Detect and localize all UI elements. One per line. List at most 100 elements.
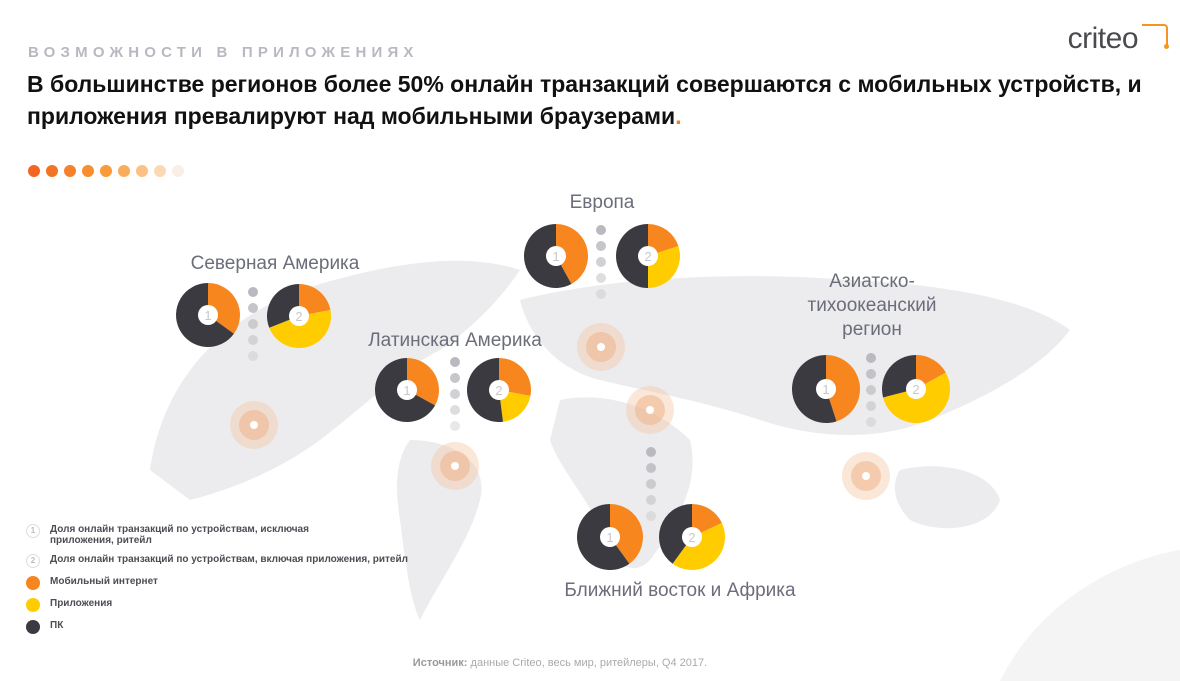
connector-dot	[248, 319, 258, 329]
legend-label: Приложения	[50, 598, 113, 609]
map-north-america	[150, 260, 520, 500]
pie-number-label: 2	[688, 530, 695, 545]
dot-icon	[118, 165, 130, 177]
pie-center	[397, 380, 417, 400]
legend-label: Доля онлайн транзакций по устройствам, в…	[50, 554, 408, 565]
source-note: Источник: данные Criteo, весь мир, ритей…	[0, 657, 1120, 669]
connector-dot	[248, 351, 258, 361]
location-dot	[862, 472, 870, 480]
progress-dots	[28, 165, 184, 177]
connector-dot	[866, 385, 876, 395]
pie-slice-mobile-web	[556, 224, 588, 285]
pie-center	[906, 379, 926, 399]
region-label-north-america: Северная Америка	[190, 253, 360, 274]
pie-center	[600, 527, 620, 547]
connector-dot	[646, 511, 656, 521]
location-dot	[451, 462, 459, 470]
dot-icon	[28, 165, 40, 177]
title-dot: .	[675, 103, 682, 129]
legend-item-pc: ПК	[26, 620, 408, 634]
region-label-apac: Азиатско- тихоокеанский регион	[772, 270, 972, 342]
legend-label: ПК	[50, 620, 64, 631]
connector-dot	[248, 303, 258, 313]
world-map	[150, 260, 1180, 681]
pie-center	[289, 306, 309, 326]
apac-line-2: тихоокеанский	[807, 295, 937, 316]
page-title: В большинстве регионов более 50% онлайн …	[27, 68, 1147, 132]
pie-slice-pc	[616, 224, 648, 288]
connector-dot	[866, 417, 876, 427]
map-south-america	[397, 440, 482, 620]
title-text: В большинстве регионов более 50% онлайн …	[27, 71, 1142, 129]
connector-dot	[596, 241, 606, 251]
location-dot	[646, 406, 654, 414]
connector-dot	[596, 257, 606, 267]
pie-slice-mobile-web	[916, 355, 946, 389]
legend-label: Мобильный интернет	[50, 576, 158, 587]
connector-dot	[450, 357, 460, 367]
legend-label: Доля онлайн транзакций по устройствам, и…	[50, 524, 309, 546]
region-label-europe: Европа	[569, 192, 635, 213]
region-label-latin-america: Латинская Америка	[368, 330, 542, 351]
connector-dot	[450, 389, 460, 399]
pie-center	[198, 305, 218, 325]
pie-number-label: 1	[822, 382, 829, 397]
connector-dot	[596, 225, 606, 235]
pie-number-label: 2	[295, 309, 302, 324]
pie-number-label: 1	[552, 249, 559, 264]
logo-bracket-icon	[1142, 24, 1168, 48]
pie-slice-mobile-web	[208, 283, 240, 334]
pie-center	[489, 380, 509, 400]
pie-slice-mobile-web	[826, 355, 861, 422]
pie-center	[816, 379, 836, 399]
pie-slice-pc	[658, 504, 692, 564]
legend-item-mobile-web: Мобильный интернет	[26, 576, 408, 590]
pie-slice-mobile-web	[648, 224, 679, 256]
dot-icon	[154, 165, 166, 177]
dot-icon	[172, 165, 184, 177]
legend-item-pie1: 1 Доля онлайн транзакций по устройствам, …	[26, 524, 408, 546]
pie-slice-apps	[269, 310, 332, 349]
connector-dot	[596, 273, 606, 283]
pie-slice-apps	[672, 522, 726, 571]
pie-number-label: 1	[204, 308, 211, 323]
orange-dot-icon	[26, 576, 40, 590]
pie-center	[546, 246, 566, 266]
number-1-icon: 1	[26, 524, 40, 538]
criteo-logo: criteo	[1067, 22, 1139, 56]
location-dot	[597, 343, 605, 351]
map-africa	[550, 397, 693, 569]
logo-text: criteo	[1067, 22, 1139, 55]
logo-dot-icon	[1164, 44, 1169, 49]
map-bottom-curve	[1000, 550, 1180, 681]
pie-number-label: 1	[403, 383, 410, 398]
source-text: данные Criteo, весь мир, ритейлеры, Q4 2…	[467, 657, 708, 669]
apac-line-3: регион	[842, 319, 902, 340]
dot-icon	[46, 165, 58, 177]
connector-dot	[646, 463, 656, 473]
connector-dot	[248, 287, 258, 297]
pie-slice-mobile-web	[299, 284, 331, 316]
pie-slice-pc	[467, 358, 504, 422]
dot-icon	[100, 165, 112, 177]
legend-item-apps: Приложения	[26, 598, 408, 612]
pie-slice-apps	[499, 390, 531, 422]
location-dot	[250, 421, 258, 429]
connector-dot	[646, 479, 656, 489]
pie-slice-mobile-web	[610, 504, 643, 564]
pie-number-label: 1	[606, 530, 613, 545]
pie-number-label: 2	[912, 382, 919, 397]
pie-center	[638, 246, 658, 266]
yellow-dot-icon	[26, 598, 40, 612]
region-label-mea: Ближний восток и Африка	[564, 580, 796, 601]
pie-slice-mobile-web	[692, 504, 722, 537]
apac-line-1: Азиатско-	[829, 271, 915, 292]
dot-icon	[82, 165, 94, 177]
connector-dot	[866, 369, 876, 379]
pie-center	[682, 527, 702, 547]
connector-dot	[866, 353, 876, 363]
connector-dot	[866, 401, 876, 411]
legend-item-pie2: 2 Доля онлайн транзакций по устройствам, …	[26, 554, 408, 568]
connector-dot	[646, 447, 656, 457]
